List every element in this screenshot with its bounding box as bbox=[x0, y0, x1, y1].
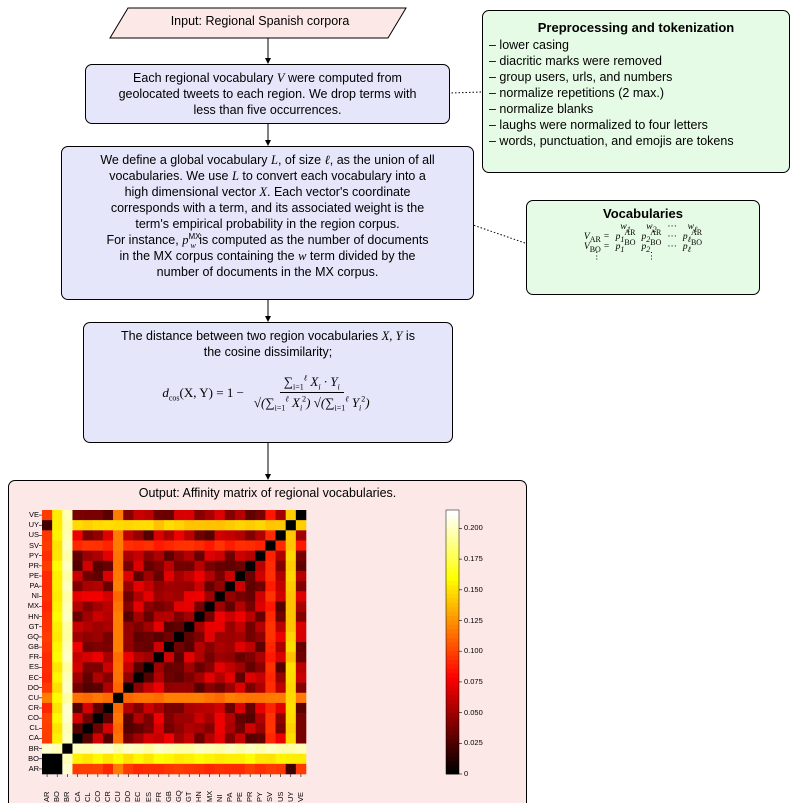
preprocessing-title: Preprocessing and tokenization bbox=[537, 20, 735, 35]
preprocessing-item: – group users, urls, and numbers bbox=[489, 70, 673, 84]
input-parallelogram bbox=[109, 7, 407, 39]
output-title: Output: Affinity matrix of regional voca… bbox=[138, 486, 397, 500]
input-label: Input: Regional Spanish corpora bbox=[170, 14, 350, 28]
vocabularies-box: Vocabularies w1 w2 ··· wℓ VAR = p1AR p2AR ···… bbox=[526, 200, 760, 295]
preprocessing-box: Preprocessing and tokenization – lower c… bbox=[482, 10, 790, 173]
preprocessing-item: – words, punctuation, and emojis are tok… bbox=[489, 134, 734, 148]
regional-vocabulary-box: Each regional vocabulary V were computed… bbox=[85, 64, 450, 124]
preprocessing-item: – normalize repetitions (2 max.) bbox=[489, 86, 665, 100]
preprocessing-item: – laughs were normalized to four letters bbox=[489, 118, 708, 132]
preprocessing-item: – diacritic marks were removed bbox=[489, 54, 662, 68]
cosine-formula: dcos(X, Y) = 1 − ∑i=1ℓ Xi · Yi √(∑i=1ℓ X… bbox=[162, 373, 370, 413]
distance-box: The distance between two region vocabula… bbox=[83, 322, 453, 443]
global-vocabulary-box: We define a global vocabulary L, of size… bbox=[61, 146, 474, 300]
vocabularies-title: Vocabularies bbox=[603, 206, 683, 221]
output-box: Output: Affinity matrix of regional voca… bbox=[8, 480, 527, 803]
preprocessing-item: – normalize blanks bbox=[489, 102, 594, 116]
preprocessing-item: – lower casing bbox=[489, 38, 569, 52]
vocabularies-table: w1 w2 ··· wℓ VAR = p1AR p2AR ··· pℓAR VBO = p1… bbox=[583, 222, 703, 262]
